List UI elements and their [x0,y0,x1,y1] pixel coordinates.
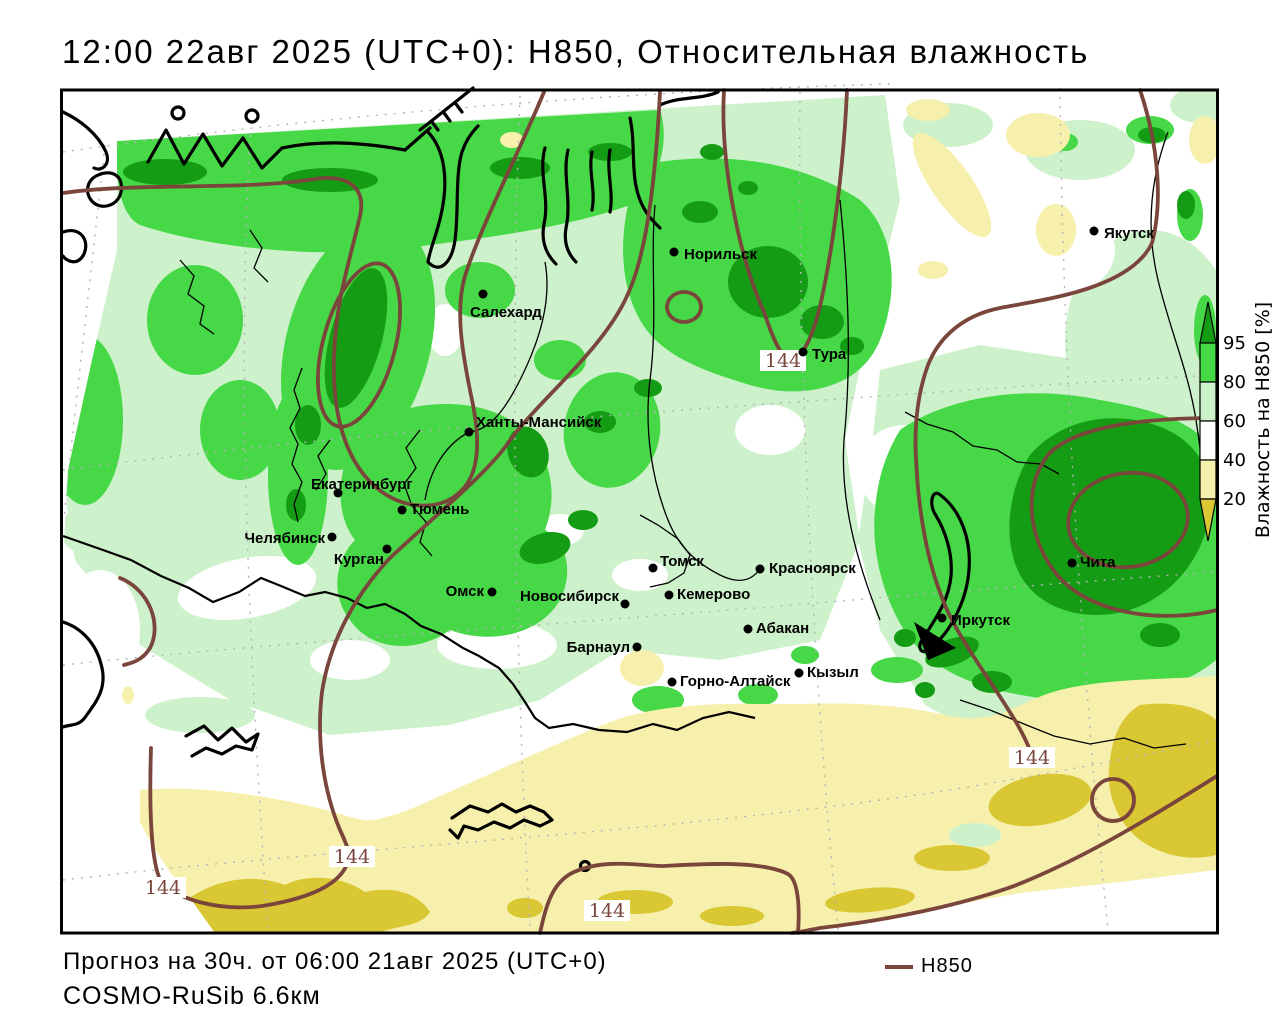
colorbar-ticks: 95 80 60 40 20 [1223,333,1246,510]
city-dot [397,505,407,515]
city-dot [667,677,677,687]
city-dot [794,668,804,678]
colorbar-segment [1199,420,1217,461]
contour-label: 144 [334,846,370,868]
contour-label-box [329,846,375,867]
lake-baikal [918,491,971,654]
city-label: Барнаул [567,639,630,656]
contour-label: 144 [1014,747,1050,769]
colorbar-tick: 20 [1223,489,1246,510]
city-dot [632,642,642,652]
city-label: Кемерово [677,586,750,603]
city-label: Тюмень [410,501,469,518]
city-dot [648,563,658,573]
h850-contours [61,88,1219,935]
lake-baikal-south [914,622,956,660]
city-label: Кызыл [807,664,859,681]
city-dot [464,427,474,437]
colorbar-tick: 80 [1223,372,1246,393]
city-dot [743,624,753,634]
contour-label-box [760,350,806,371]
city-label: Томск [660,553,704,570]
lake-outline [448,802,554,840]
city-dot [1067,558,1077,568]
city-label: Красноярск [769,560,856,577]
city-markers: Норильск Салехард Якутск Тура Ханты-Мансийск… [244,225,1154,690]
colorbar-tick: 40 [1223,450,1246,471]
island [244,108,260,124]
city-dot [382,544,392,554]
colorbar-tick: 60 [1223,411,1246,432]
contour-label: 144 [765,350,801,372]
forecast-info: Прогноз на 30ч. от 06:00 21авг 2025 (UTC… [63,948,607,975]
city-dot [664,590,674,600]
city-dot [327,532,337,542]
city-dot [669,247,679,257]
city-dot [478,289,488,299]
city-label: Абакан [756,620,809,637]
city-label: Норильск [684,246,757,263]
city-label: Горно-Алтайск [680,673,791,690]
contour-label-box [1009,747,1055,768]
colorbar-segment [1199,459,1217,500]
model-info: COSMO-RuSib 6.6км [63,982,321,1010]
humidity-field [63,90,1216,933]
city-label: Курган [334,551,384,568]
contour-label: 144 [589,900,625,922]
colorbar-segment [1199,381,1217,422]
city-label: Якутск [1104,225,1154,242]
city-dot [937,613,947,623]
city-dot [798,347,808,357]
city-dot [487,587,497,597]
coastlines [61,86,971,873]
contour-label-box [584,900,630,921]
map-frame [60,88,1219,935]
city-dot [1089,226,1099,236]
city-label: Омск [446,583,485,600]
state-border [62,534,756,734]
city-dot [755,564,765,574]
contour-label-box [140,877,186,898]
legend: H850 [885,955,973,978]
city-label: Челябинск [244,530,325,547]
city-label: Ханты-Мансийск [476,414,602,431]
city-label: Екатеринбург [311,476,413,493]
contour-labels: 144 144 144 144 144 [140,350,1055,922]
colorbar-axis-label: Влажность на H850 [%] [1252,302,1274,538]
page-title: 12:00 22авг 2025 (UTC+0): H850, Относите… [62,33,1090,70]
city-label: Иркутск [951,612,1010,629]
city-dot [333,488,343,498]
city-label: Салехард [470,304,542,321]
city-label: Тура [812,346,847,363]
colorbar-segment [1199,342,1217,383]
h850-line-sample [885,964,913,969]
colorbar: 95 80 60 40 20 Влажность на H850 [%] [1199,302,1274,542]
contour-label: 144 [145,877,181,899]
colorbar-arrow-bottom [1199,498,1217,542]
island [170,105,186,121]
city-label: Новосибирск [520,588,620,605]
city-dot [620,599,630,609]
legend-label: H850 [921,955,973,977]
city-label: Чита [1080,554,1116,571]
colorbar-tick: 95 [1223,333,1246,354]
region-borders [179,131,1209,749]
